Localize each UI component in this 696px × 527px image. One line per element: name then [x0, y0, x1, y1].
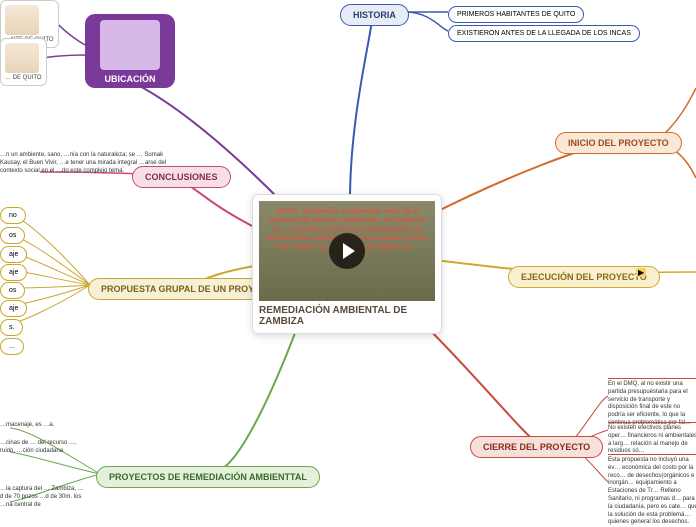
- ejecucion-label: EJECUCIÓN DEL PROYECTO: [521, 272, 647, 282]
- propuesta-leaf-2[interactable]: aje: [0, 246, 27, 263]
- remediacion-text-1: …cinas de … del recurso …, ruido, …ción …: [0, 440, 80, 456]
- propuesta-leaf-4[interactable]: os: [0, 282, 25, 299]
- small-map-left: … DE QUITO: [0, 38, 47, 86]
- propuesta-leaf-3[interactable]: aje: [0, 264, 27, 281]
- historia-leaf-0[interactable]: PRIMEROS HABITANTES DE QUITO: [448, 6, 584, 23]
- inicio-node[interactable]: INICIO DEL PROYECTO: [555, 132, 682, 154]
- remediacion-label: PROYECTOS DE REMEDIACIÓN AMBIENTTAL: [109, 472, 307, 482]
- inicio-label: INICIO DEL PROYECTO: [568, 138, 669, 148]
- propuesta-leaf-1[interactable]: os: [0, 227, 25, 244]
- map-icon: [100, 20, 160, 70]
- remediacion-text-2: …la captura del … Zambiza, …d de 70 pozo…: [0, 486, 84, 509]
- cierre-note-0: En el DMQ, al no existir una partida pre…: [608, 378, 696, 428]
- cierre-label: CIERRE DEL PROYECTO: [483, 442, 590, 452]
- center-title: REMEDIACIÓN AMBIENTAL DE ZAMBIZA: [259, 305, 435, 327]
- propuesta-leaf-5[interactable]: aje: [0, 300, 27, 317]
- historia-label: HISTORIA: [353, 10, 396, 20]
- historia-node[interactable]: HISTORIA: [340, 4, 409, 26]
- ubicacion-node[interactable]: UBICACIÓN: [85, 14, 175, 88]
- center-topic[interactable]: JAYAC, agrupación ecuatoriana, nace de l…: [252, 194, 442, 334]
- remediacion-text-0: …macenaje, es …a.: [0, 422, 80, 430]
- chevron-right-icon[interactable]: ▶: [636, 268, 646, 277]
- play-icon[interactable]: [329, 233, 365, 269]
- cierre-node[interactable]: CIERRE DEL PROYECTO: [470, 436, 603, 458]
- historia-leaf-1[interactable]: EXISTIERON ANTES DE LA LLEGADA DE LOS IN…: [448, 25, 640, 42]
- remediacion-node[interactable]: PROYECTOS DE REMEDIACIÓN AMBIENTTAL: [96, 466, 320, 488]
- propuesta-leaf-6[interactable]: s.: [0, 319, 23, 336]
- propuesta-leaf-7[interactable]: ...: [0, 338, 24, 355]
- cierre-note-2: Esta propuesta no incluyó una ev… económ…: [608, 454, 696, 527]
- cierre-note-1: No existen efectivos planes oper… financ…: [608, 422, 696, 456]
- conclusiones-text: …n un ambiente, sano, …nía con la natura…: [0, 152, 180, 175]
- propuesta-leaf-0[interactable]: no: [0, 207, 26, 224]
- video-thumbnail[interactable]: JAYAC, agrupación ecuatoriana, nace de l…: [259, 201, 435, 301]
- ubicacion-label: UBICACIÓN: [105, 74, 156, 84]
